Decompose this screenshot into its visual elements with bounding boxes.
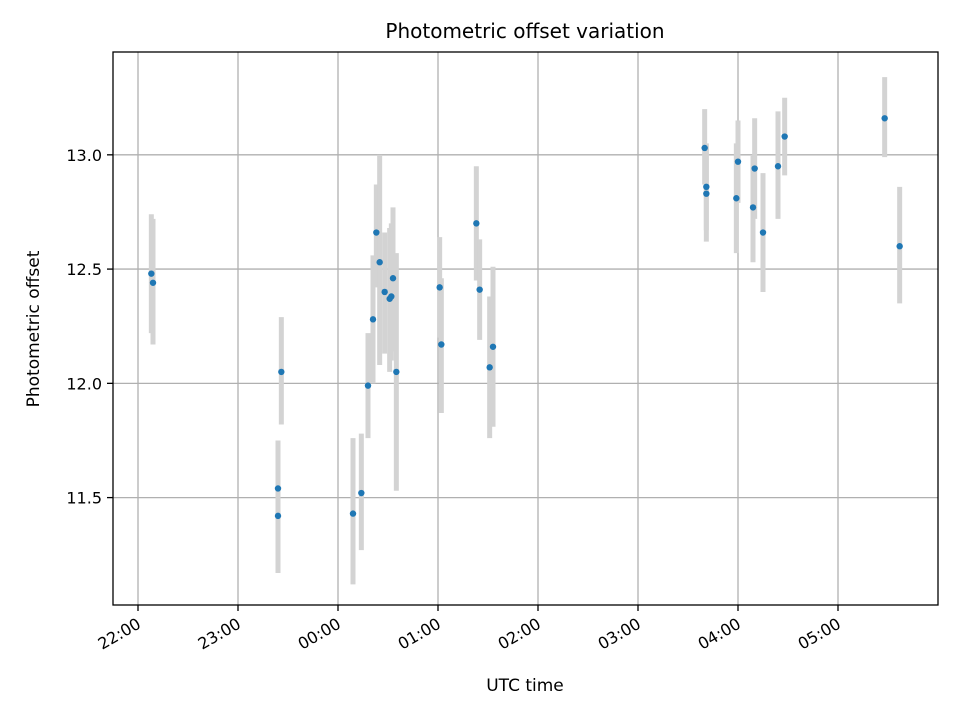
- x-tick-label: 01:00: [395, 614, 444, 654]
- data-point: [751, 165, 758, 172]
- data-point: [734, 158, 742, 165]
- data-point: [389, 275, 397, 282]
- y-tick-label: 11.5: [66, 489, 102, 508]
- data-point: [703, 183, 710, 191]
- data-point: [476, 286, 483, 293]
- data-point: [438, 341, 445, 348]
- data-point: [896, 243, 903, 250]
- data-point: [369, 316, 377, 323]
- data-point: [381, 288, 388, 296]
- x-tick-label: 00:00: [295, 614, 344, 654]
- x-tick-label: 22:00: [95, 614, 144, 654]
- x-tick-label: 03:00: [595, 614, 644, 654]
- data-point: [749, 204, 757, 211]
- y-tick-label: 12.5: [66, 260, 102, 279]
- data-point: [486, 364, 493, 371]
- error-bars: [148, 77, 903, 585]
- data-point: [349, 510, 357, 517]
- x-tick-label: 23:00: [195, 614, 244, 654]
- data-point: [774, 163, 782, 170]
- grid: [113, 52, 938, 605]
- data-point: [759, 229, 767, 236]
- data-point: [781, 133, 788, 140]
- data-point: [473, 220, 480, 227]
- data-point: [489, 343, 497, 350]
- data-point: [358, 489, 365, 497]
- data-point: [388, 293, 395, 300]
- data-point: [148, 270, 155, 277]
- data-point: [701, 144, 708, 152]
- data-point: [881, 115, 888, 122]
- data-point: [373, 229, 380, 236]
- y-tick-label: 13.0: [66, 146, 102, 165]
- data-points: [148, 115, 903, 520]
- data-point: [149, 279, 157, 286]
- data-point: [376, 259, 383, 266]
- data-point: [436, 284, 443, 291]
- y-axis: 11.5 12.0 12.5 13.0: [66, 146, 113, 508]
- x-axis: 22:00 23:00 00:00 01:00 02:00 03:00 04:00 05:00: [95, 605, 844, 654]
- x-tick-label: 04:00: [695, 614, 744, 654]
- data-point: [274, 485, 282, 492]
- plot-frame: [112, 51, 939, 606]
- y-tick-label: 12.0: [66, 374, 102, 393]
- x-tick-label: 05:00: [795, 614, 844, 654]
- data-point: [733, 195, 740, 202]
- data-point: [274, 512, 282, 520]
- data-point: [703, 190, 710, 197]
- data-point: [393, 368, 400, 376]
- chart-title: Photometric offset variation: [385, 19, 664, 43]
- data-point: [278, 368, 285, 376]
- y-axis-label: Photometric offset: [24, 250, 44, 407]
- x-tick-label: 02:00: [495, 614, 544, 654]
- x-axis-label: UTC time: [486, 676, 564, 696]
- data-point: [364, 382, 372, 389]
